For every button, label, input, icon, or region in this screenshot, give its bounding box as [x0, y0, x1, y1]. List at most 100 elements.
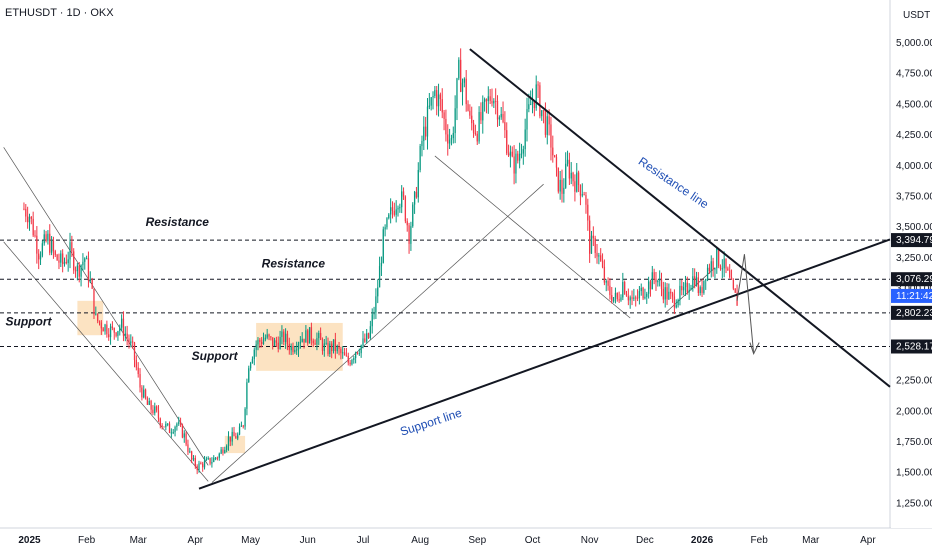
candle-body	[161, 425, 163, 427]
candle-body	[456, 78, 458, 109]
projection-path	[736, 254, 755, 354]
candle-body	[132, 341, 134, 343]
candle-body	[406, 221, 408, 226]
candle-body	[310, 327, 313, 341]
candle-body	[649, 281, 652, 290]
candle-body	[198, 463, 200, 471]
candle-body	[334, 339, 337, 352]
candle-body	[202, 463, 204, 468]
y-tick-label: 3,500.00	[896, 222, 932, 233]
candle-body	[93, 288, 95, 315]
time-axis[interactable]	[0, 529, 932, 550]
candle-body	[677, 299, 679, 306]
candle-body	[570, 172, 572, 179]
candle-body	[294, 349, 296, 352]
candle-body	[465, 78, 467, 105]
price-axis[interactable]	[891, 0, 932, 528]
candle-body	[723, 258, 725, 269]
candle-body	[703, 280, 705, 293]
candle-body	[354, 352, 357, 359]
guide-line	[434, 155, 631, 319]
candle-body	[196, 466, 198, 471]
x-tick-label: Mar	[130, 535, 148, 546]
candle-body	[143, 389, 145, 398]
candle-body	[557, 167, 559, 192]
candle-body	[345, 355, 348, 357]
candle-body	[673, 296, 676, 308]
candle-body	[167, 423, 169, 425]
candle-body	[472, 123, 475, 133]
candle-body	[642, 287, 644, 299]
candle-body	[213, 457, 215, 462]
candle-body	[30, 216, 32, 219]
candle-body	[533, 101, 536, 109]
projection-arrowhead	[749, 342, 760, 355]
candle-body	[23, 208, 25, 210]
candle-body	[513, 156, 515, 174]
candle-body	[273, 340, 276, 346]
candle-body	[168, 423, 171, 433]
candle-body	[89, 279, 91, 281]
candle-body	[47, 233, 49, 241]
candle-body	[701, 287, 703, 293]
level-tag-label: 3,394.79	[896, 235, 932, 246]
candle-body	[308, 327, 311, 344]
candle-body	[321, 339, 324, 351]
candle-body	[539, 85, 541, 117]
candle-body	[270, 336, 272, 338]
candle-body	[85, 258, 88, 260]
candle-body	[705, 279, 707, 281]
candle-body	[443, 112, 445, 119]
candle-body	[561, 179, 563, 194]
candle-body	[203, 460, 206, 468]
candle-body	[631, 297, 633, 299]
candle-body	[511, 151, 513, 157]
symbol-label: ETHUSDT · 1D · OKX	[5, 7, 114, 19]
support-line	[198, 238, 891, 490]
candle-body	[541, 110, 543, 117]
candle-body	[688, 289, 690, 293]
candle-body	[91, 279, 93, 289]
candle-body	[80, 265, 82, 277]
candle-body	[655, 278, 657, 283]
candle-body	[618, 299, 620, 301]
candle-body	[43, 234, 45, 244]
support-zone	[77, 300, 104, 336]
candle-body	[432, 96, 434, 98]
candle-body	[314, 343, 316, 345]
candle-body	[331, 343, 333, 352]
candle-body	[636, 297, 639, 299]
candle-body	[657, 280, 659, 283]
candle-body	[286, 333, 289, 344]
candle-body	[535, 84, 537, 109]
candle-body	[515, 153, 517, 174]
candle-body	[98, 320, 101, 323]
x-tick-label: Nov	[581, 535, 599, 546]
candle-body	[389, 207, 392, 215]
candle-body	[211, 461, 213, 464]
candle-body	[668, 291, 670, 300]
candle-body	[159, 418, 161, 426]
candle-body	[555, 157, 558, 168]
candle-body	[139, 374, 141, 388]
candle-body	[572, 172, 574, 182]
candle-body	[716, 248, 718, 269]
candle-body	[729, 270, 731, 278]
candle-body	[506, 130, 508, 154]
candle-body	[52, 240, 55, 252]
candle-body	[495, 100, 497, 102]
candle-body	[395, 209, 397, 215]
candle-body	[458, 59, 460, 79]
candle-body	[319, 333, 322, 340]
candle-body	[205, 458, 208, 461]
candle-body	[612, 297, 615, 302]
candle-body	[108, 334, 110, 338]
candle-body	[471, 115, 473, 124]
candle-body	[548, 116, 550, 125]
candle-body	[425, 126, 427, 137]
candle-body	[454, 108, 456, 134]
candle-body	[338, 346, 340, 350]
candle-body	[627, 296, 629, 301]
candle-body	[362, 338, 364, 346]
